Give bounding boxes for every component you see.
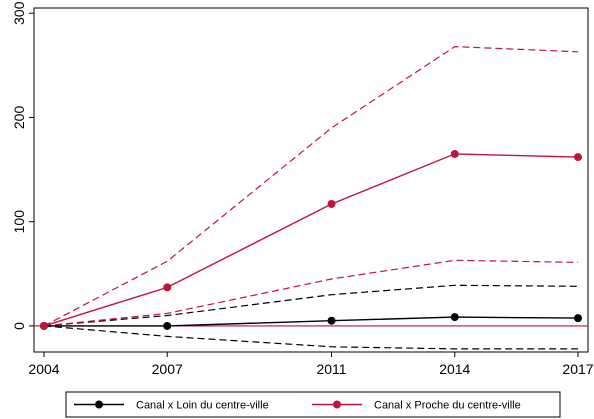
data-point [574, 153, 582, 162]
tick-labels: 0 100 200 300 2004 2007 2011 2014 2017 [11, 1, 594, 377]
data-points [40, 149, 582, 330]
y-tick-label: 100 [11, 210, 27, 234]
series-lines [43, 153, 579, 327]
legend: Canal x Loin du centre-ville Canal x Proc… [65, 391, 561, 418]
y-tick-label: 200 [11, 106, 27, 130]
y-tick-label: 300 [11, 1, 27, 25]
x-tick-label: 2004 [28, 361, 59, 377]
data-point [327, 199, 336, 208]
confidence-interval-lines [43, 45, 579, 350]
x-tick-label: 2007 [152, 361, 183, 377]
legend-marker [95, 400, 103, 409]
x-tick-label: 2014 [439, 361, 470, 377]
data-point [327, 316, 336, 325]
data-point [450, 313, 459, 322]
data-point [450, 149, 459, 158]
series-line-2 [43, 153, 579, 327]
legend-marker [333, 400, 341, 409]
plot-frame [33, 7, 589, 353]
data-point [163, 321, 172, 330]
ci-upper-line-2 [43, 45, 579, 327]
legend-label: Canal x Proche du centre-ville [374, 400, 521, 412]
x-tick-label: 2017 [562, 361, 593, 377]
data-point [574, 314, 582, 323]
x-tick-label: 2011 [316, 361, 346, 377]
data-point [163, 283, 172, 292]
ci-lower-line-2 [43, 259, 579, 327]
legend-label: Canal x Loin du centre-ville [136, 400, 269, 412]
y-tick-label: 0 [11, 322, 27, 330]
series-line-1 [44, 316, 579, 327]
ci-lower-line-1 [43, 325, 578, 350]
data-point [40, 321, 48, 330]
ci-upper-line-1 [43, 284, 579, 327]
